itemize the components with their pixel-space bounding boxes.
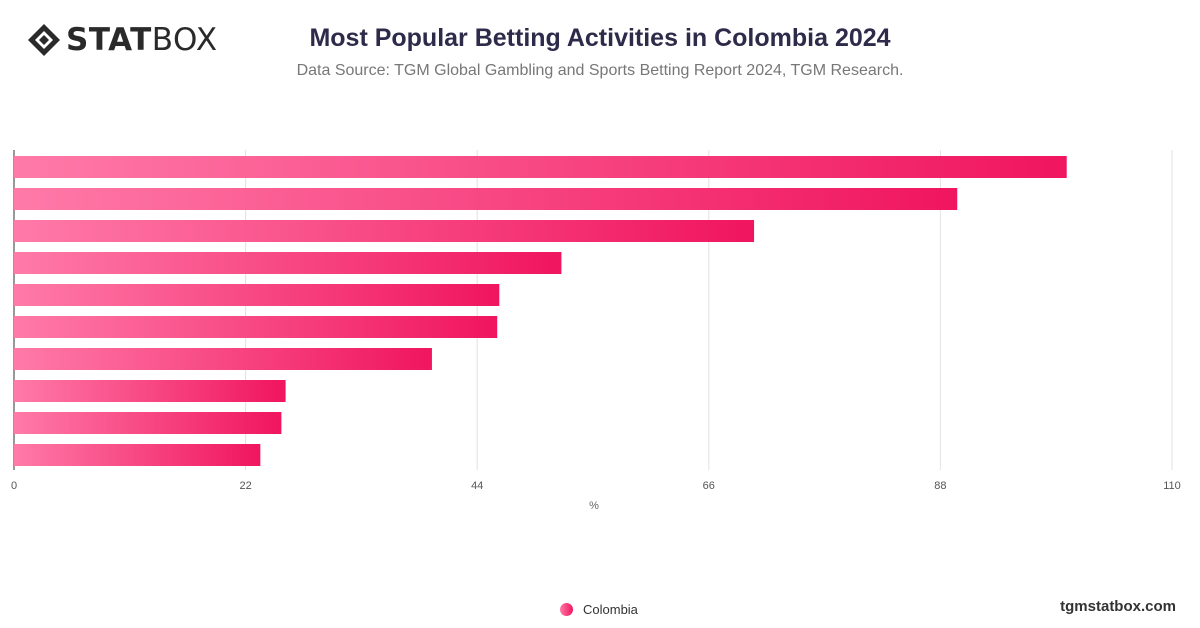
x-axis-label: % [589,500,599,512]
bar[interactable] [14,220,755,242]
x-tick-label: 110 [1163,480,1181,492]
diamond-logo-icon [28,24,60,56]
logo-wordmark-bold: STAT [66,22,152,58]
bars [14,156,1067,466]
chart-subtitle: Data Source: TGM Global Gambling and Spo… [296,62,904,79]
bar[interactable] [14,188,958,210]
logo-wordmark-light: BOX [151,22,218,58]
bar[interactable] [14,444,261,466]
bar[interactable] [14,156,1067,178]
statbox-logo: STATBOX [26,22,218,58]
bar[interactable] [14,284,500,306]
x-tick-labels: 0 22 44 66 88 110 [11,480,1181,492]
x-tick-label: 44 [471,480,483,492]
x-tick-label: 0 [11,480,17,492]
bar[interactable] [14,316,498,338]
legend[interactable]: Colombia [560,602,638,617]
bar[interactable] [14,412,282,434]
x-tick-label: 88 [934,480,946,492]
x-tick-label: 22 [239,480,251,492]
chart-title: Most Popular Betting Activities in Colom… [309,24,891,52]
logo-wordmark: STATBOX [66,22,218,58]
bar[interactable] [14,348,432,370]
legend-marker-icon [560,603,573,616]
bar[interactable] [14,252,562,274]
x-tick-label: 66 [703,480,715,492]
bar[interactable] [14,380,286,402]
footer-site[interactable]: tgmstatbox.com [1060,598,1176,615]
legend-label: Colombia [583,602,638,617]
